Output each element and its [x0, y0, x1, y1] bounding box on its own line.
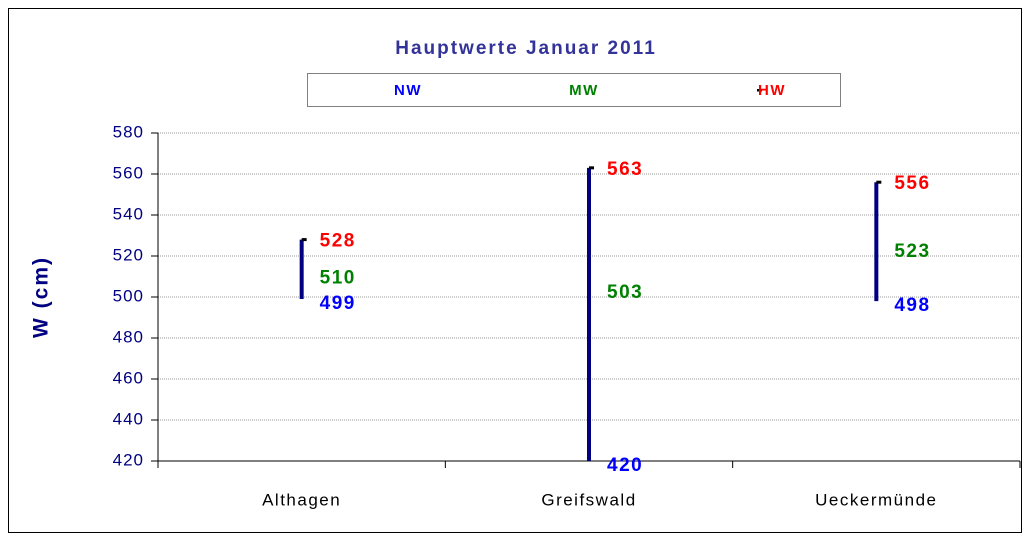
value-label: 563 — [607, 159, 643, 180]
legend-box — [307, 73, 841, 107]
x-tick-label: Ueckermünde — [815, 490, 937, 509]
y-tick-label: 440 — [113, 409, 144, 428]
value-label: 503 — [607, 282, 643, 303]
legend-label: NW — [394, 82, 422, 99]
hw-marker — [876, 180, 882, 184]
x-tick-label: Greifswald — [541, 490, 636, 509]
value-label: 420 — [607, 455, 643, 476]
y-tick-label: 560 — [113, 163, 144, 182]
y-axis-label: W (cm) — [30, 256, 53, 338]
hw-marker — [301, 238, 307, 242]
y-tick-label: 420 — [113, 450, 144, 469]
x-tick-label: Althagen — [262, 490, 341, 509]
value-label: 499 — [320, 293, 356, 314]
chart-title: Hauptwerte Januar 2011 — [395, 38, 657, 59]
value-label: 556 — [894, 173, 930, 194]
legend-label: HW — [758, 82, 786, 99]
legend-label: MW — [569, 82, 599, 99]
value-label: 528 — [320, 231, 356, 252]
y-tick-label: 580 — [113, 122, 144, 141]
value-label: 510 — [320, 268, 356, 289]
hw-marker — [589, 166, 594, 170]
y-tick-label: 520 — [113, 245, 144, 264]
y-tick-label: 480 — [113, 327, 144, 346]
y-tick-label: 460 — [113, 368, 144, 387]
y-tick-label: 500 — [113, 286, 144, 305]
y-tick-label: 540 — [113, 204, 144, 223]
value-label: 523 — [894, 241, 930, 262]
value-label: 498 — [894, 295, 930, 316]
legend-marker — [757, 89, 762, 92]
